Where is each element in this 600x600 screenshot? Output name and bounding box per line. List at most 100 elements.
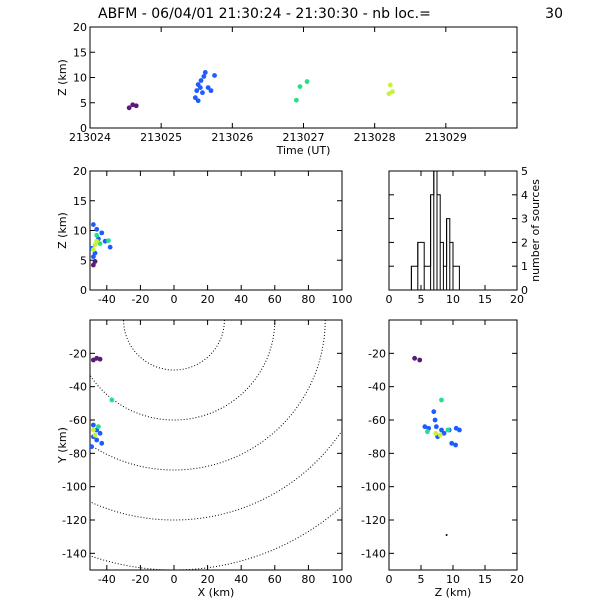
- x-tick-label: 100: [332, 293, 353, 306]
- range-ring: [123, 320, 225, 371]
- source-point: [425, 429, 430, 435]
- source-point: [192, 95, 198, 101]
- x-tick-label: 213025: [140, 131, 182, 144]
- source-point: [431, 409, 437, 415]
- source-point: [106, 238, 111, 244]
- source-point: [201, 74, 207, 79]
- source-point: [94, 232, 100, 238]
- source-point: [208, 88, 214, 94]
- y-tick-label: -80: [368, 447, 386, 460]
- x-tick-label: 0: [386, 293, 393, 306]
- y-tick-label: -140: [361, 547, 386, 560]
- y-tick-label: -40: [69, 381, 87, 394]
- source-point: [96, 424, 101, 430]
- y-tick-label: 0: [521, 284, 528, 297]
- x-tick-label: 5: [418, 573, 425, 586]
- source-point: [109, 397, 115, 403]
- x-tick-label: 0: [171, 293, 178, 306]
- source-point: [195, 82, 201, 87]
- y-tick-label: -20: [69, 347, 87, 360]
- y-tick-label: 5: [80, 254, 87, 267]
- source-point: [90, 422, 96, 428]
- y-tick-label: 20: [73, 21, 87, 34]
- y-tick-label: -120: [62, 514, 87, 527]
- y-tick-label: -80: [69, 447, 87, 460]
- source-point: [412, 355, 417, 361]
- x-tick-label: 10: [446, 293, 460, 306]
- plot-frame: [89, 319, 343, 571]
- x-tick-label: -40: [98, 293, 116, 306]
- y-tick-label: 5: [521, 165, 528, 178]
- source-point: [126, 105, 132, 111]
- source-point: [92, 242, 98, 248]
- source-point: [90, 262, 96, 268]
- x-tick-label: 15: [478, 293, 492, 306]
- x-tick-label: -20: [131, 293, 149, 306]
- source-point: [194, 88, 200, 94]
- source-point: [92, 259, 98, 264]
- x-tick-label: 0: [386, 573, 393, 586]
- source-point: [90, 427, 96, 433]
- time-altitude-panel: 213024 213025 213026 213027 213028 213029 0 5 10…: [56, 21, 518, 157]
- x-tick-label: 0: [171, 573, 178, 586]
- x-tick-label: 40: [234, 293, 248, 306]
- source-point: [433, 430, 439, 436]
- x-axis-label: Time (UT): [276, 144, 331, 157]
- source-point: [107, 244, 113, 250]
- x-tick-label: 213027: [283, 131, 325, 144]
- source-point: [205, 85, 211, 90]
- source-point: [433, 424, 439, 430]
- source-point: [445, 427, 451, 433]
- x-tick-label: 80: [301, 293, 315, 306]
- plot-frame: [89, 170, 343, 291]
- x-tick-label: 213026: [211, 131, 253, 144]
- range-rings: [90, 320, 342, 570]
- y-tick-label: 5: [80, 97, 87, 110]
- data-points: [126, 70, 395, 111]
- source-point: [92, 250, 98, 256]
- range-ring: [90, 429, 342, 521]
- y-tick-label: 15: [73, 195, 87, 208]
- source-point: [457, 427, 462, 433]
- source-point: [99, 230, 105, 236]
- y-tick-label: 0: [80, 122, 87, 135]
- x-tick-label: 10: [446, 573, 460, 586]
- source-point: [432, 417, 438, 423]
- x-tick-label: 5: [418, 293, 425, 306]
- x-tick-label: 20: [201, 573, 215, 586]
- source-point: [304, 79, 310, 84]
- x-tick-label: 60: [268, 293, 282, 306]
- source-point: [417, 357, 423, 363]
- y-tick-label: 10: [73, 72, 87, 85]
- y-tick-label: -40: [368, 381, 386, 394]
- x-tick-label: -20: [131, 573, 149, 586]
- source-point: [133, 103, 139, 109]
- x-tick-label: 40: [234, 573, 248, 586]
- source-point: [94, 238, 100, 244]
- plan-view-panel: -40 -20 0 20 40 60 80 100 -20 -40 -60 -80 -100 -120 -1…: [56, 319, 353, 599]
- source-point: [94, 437, 100, 443]
- y-axis-label: Y (km): [56, 427, 69, 464]
- y-tick-label: -60: [368, 414, 386, 427]
- y-axis-label: Z (km): [56, 59, 69, 96]
- source-point: [90, 247, 96, 252]
- source-point: [293, 97, 299, 103]
- source-point: [437, 432, 443, 438]
- y-tick-label: -20: [368, 347, 386, 360]
- source-point: [390, 89, 395, 95]
- x-tick-label: 100: [332, 573, 353, 586]
- y-tick-label: -100: [361, 481, 386, 494]
- x-tick-label: 213028: [354, 131, 396, 144]
- figure-title: ABFM - 06/04/01 21:30:24 - 21:30:30 - nb…: [98, 6, 431, 22]
- x-tick-label: 80: [301, 573, 315, 586]
- data-points: [90, 355, 115, 450]
- y-tick-label: 0: [80, 284, 87, 297]
- y-tick-label: -120: [361, 514, 386, 527]
- y-tick-label: 2: [521, 236, 528, 249]
- y-tick-label: 4: [521, 189, 528, 202]
- source-point: [90, 222, 96, 227]
- source-point: [90, 254, 96, 260]
